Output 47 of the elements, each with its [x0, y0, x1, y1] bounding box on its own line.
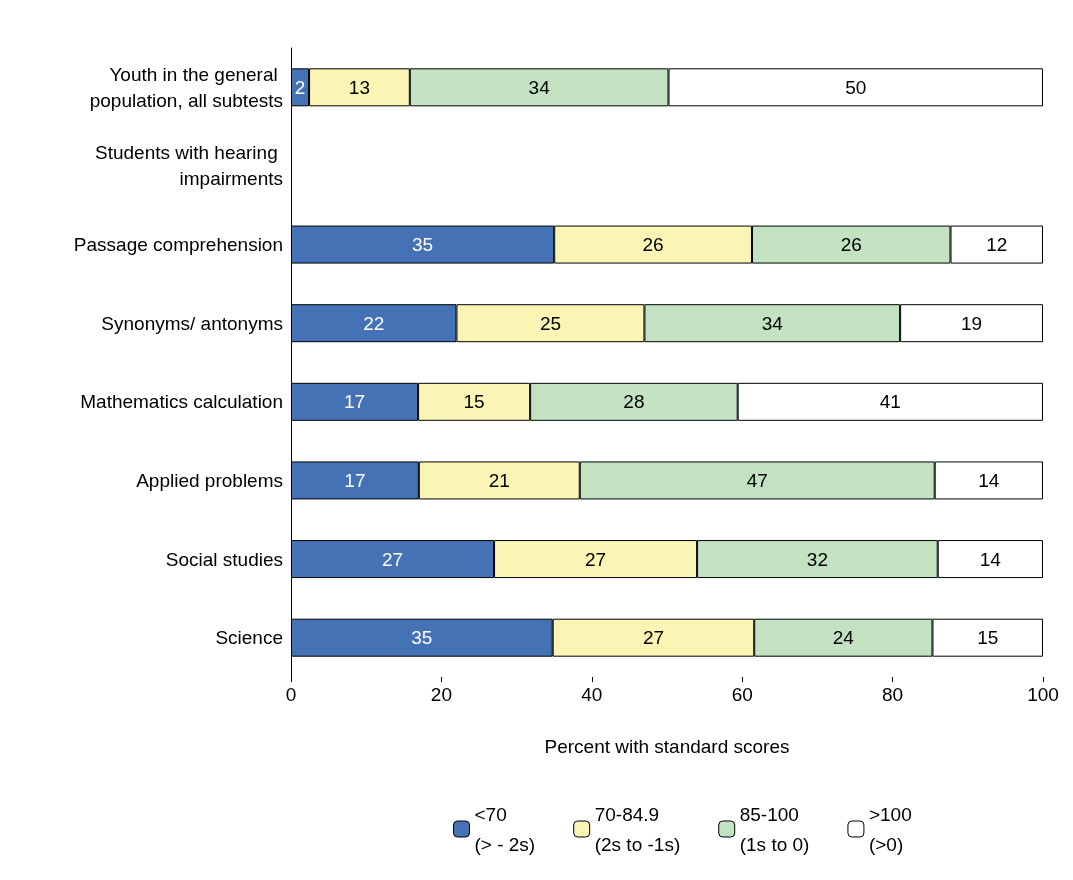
y-tick-label: Synonyms/ antonyms — [101, 312, 283, 334]
x-tick-label: 20 — [430, 684, 452, 705]
data-label: 34 — [528, 76, 551, 98]
y-tick-label: Science — [215, 627, 283, 649]
data-label: 22 — [363, 312, 385, 334]
y-tick-label: Social studies — [165, 548, 283, 570]
legend-label: >100 (>0) — [868, 803, 912, 855]
data-label: 15 — [977, 627, 999, 649]
x-tick-label: 100 — [1027, 684, 1059, 705]
y-tick-label: Mathematics calculation — [80, 391, 283, 413]
data-label: 47 — [746, 469, 768, 491]
legend-label: 85-100 (1s to 0) — [739, 803, 810, 855]
data-label: 50 — [845, 76, 867, 98]
y-tick-label: Students with hearing impairments — [94, 142, 283, 190]
y-tick-label: Passage comprehension — [73, 234, 283, 256]
data-label: 17 — [344, 469, 366, 491]
data-label: 21 — [488, 469, 510, 491]
data-label: 19 — [960, 312, 983, 334]
data-label: 28 — [623, 391, 645, 413]
data-label: 17 — [343, 391, 366, 413]
data-label: 2 — [294, 76, 306, 98]
y-tick-label: Applied problems — [136, 469, 283, 491]
x-tick-label: 0 — [285, 684, 297, 705]
data-label: 14 — [979, 548, 1002, 570]
data-label: 26 — [642, 234, 664, 256]
data-label: 27 — [584, 548, 607, 570]
x-tick-label: 40 — [581, 684, 603, 705]
legend-label: 70-84.9 (2s to -1s) — [594, 803, 681, 855]
x-tick-label: 80 — [882, 684, 904, 705]
data-label: 32 — [806, 548, 828, 570]
legend-label: <70 (> - 2s) — [474, 803, 536, 855]
data-label: 14 — [978, 469, 1000, 491]
data-label: 12 — [986, 234, 1008, 256]
data-label: 24 — [832, 627, 855, 649]
y-tick-label: Youth in the general population, all subtests — [89, 63, 283, 111]
data-label: 27 — [381, 548, 404, 570]
data-label: 15 — [463, 391, 485, 413]
data-label: 35 — [412, 234, 434, 256]
data-label: 13 — [348, 76, 370, 98]
data-label: 34 — [761, 312, 784, 334]
data-label: 25 — [539, 312, 562, 334]
data-label: 35 — [411, 627, 433, 649]
data-label: 41 — [879, 391, 901, 413]
x-axis-title: Percent with standard scores — [544, 736, 790, 757]
x-tick-label: 60 — [731, 684, 753, 705]
data-label: 26 — [840, 234, 862, 256]
data-label: 27 — [642, 627, 665, 649]
